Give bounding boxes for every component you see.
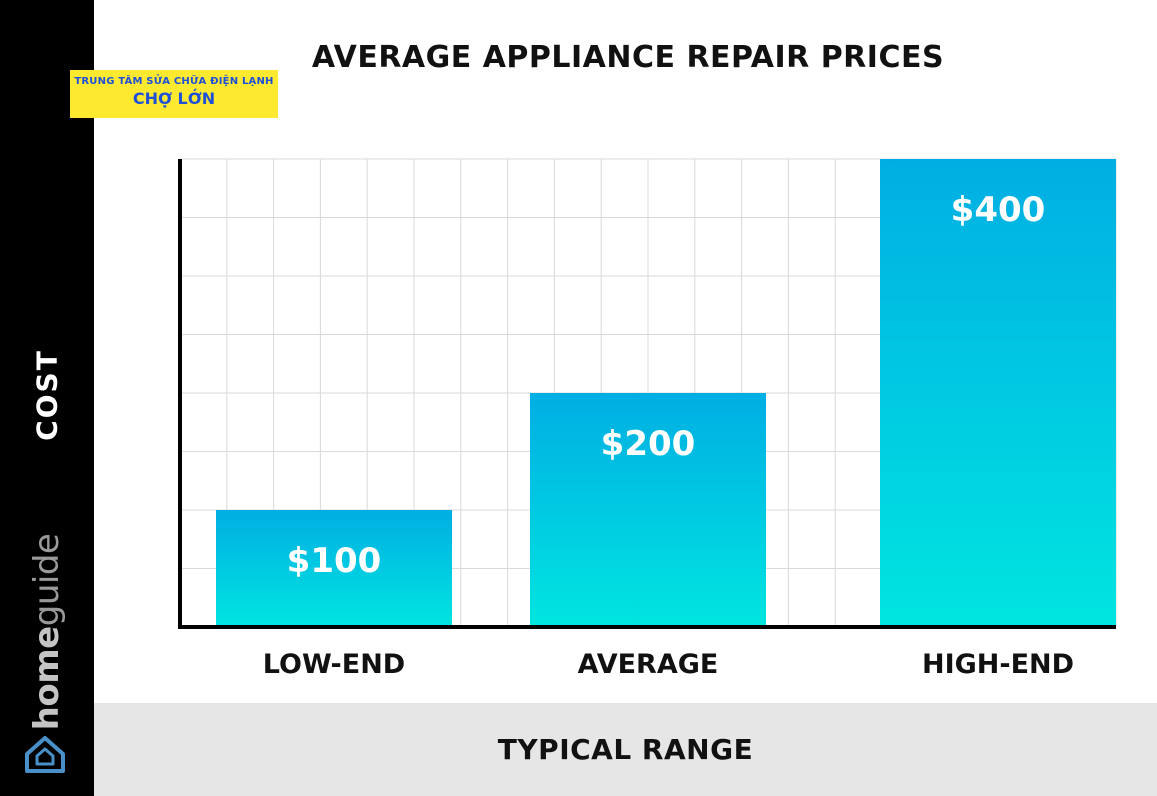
category-label: LOW-END: [263, 649, 405, 680]
category-label: HIGH-END: [922, 649, 1074, 680]
data-label: $100: [287, 541, 382, 581]
sidebar: COST homeguide: [0, 0, 94, 796]
data-label: $400: [951, 190, 1046, 230]
data-label: $200: [601, 424, 696, 464]
x-axis-footer: TYPICAL RANGE: [94, 703, 1157, 796]
bar-high-end: [880, 159, 1116, 627]
category-label: AVERAGE: [578, 649, 719, 680]
x-axis-label: TYPICAL RANGE: [497, 733, 754, 766]
house-logo-icon: [25, 736, 65, 773]
watermark-badge: TRUNG TÂM SỬA CHỮA ĐIỆN LẠNH CHỢ LỚN: [70, 70, 278, 118]
watermark-line2: CHỢ LỚN: [132, 89, 216, 108]
bar-average: [530, 393, 766, 627]
chart-title: AVERAGE APPLIANCE REPAIR PRICES: [311, 40, 945, 75]
watermark-line1: TRUNG TÂM SỬA CHỮA ĐIỆN LẠNH: [74, 76, 274, 87]
bar-low-end: [216, 510, 452, 627]
